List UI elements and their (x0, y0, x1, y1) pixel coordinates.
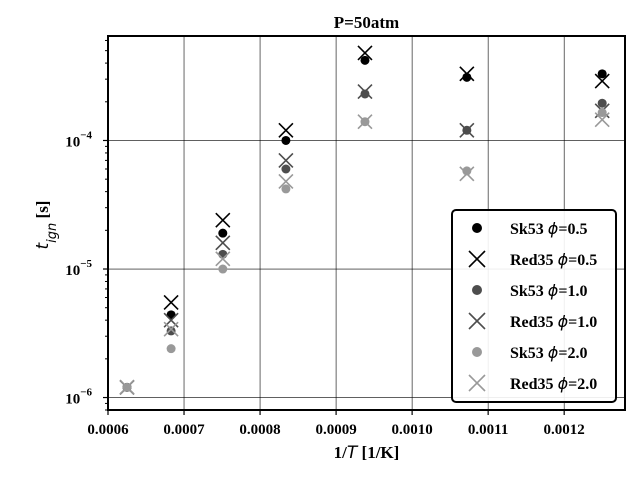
data-point (594, 73, 610, 89)
legend-marker-stroke (468, 250, 486, 268)
data-point-stroke (357, 114, 373, 130)
data-point (594, 112, 610, 128)
data-point-stroke (459, 166, 475, 182)
legend-label: Sk53 ϕ=2.0 (510, 343, 587, 362)
data-point-stroke (459, 122, 475, 138)
x-axis-title-var: T (347, 443, 359, 463)
x-tick-label: 0.0009 (315, 422, 356, 438)
y-axis-title-var: t (33, 241, 53, 249)
x-tick-label: 0.0007 (163, 422, 205, 438)
data-point (597, 98, 607, 108)
legend-marker-stroke (468, 312, 486, 330)
legend-label: Red35 ϕ=0.5 (510, 250, 597, 269)
data-point (163, 321, 179, 337)
data-point (459, 122, 475, 138)
x-axis-title-prefix: 1/ (334, 443, 348, 462)
chart-title: P=50atm (334, 13, 399, 32)
y-axis-title: tign [s] (33, 201, 60, 250)
ticks: 0.0006 0.0007 0.0008 0.0009 0.0010 0.0011 0.00… (65, 39, 585, 438)
legend-marker (468, 250, 486, 268)
data-point (357, 45, 373, 61)
data-point (218, 264, 228, 274)
legend-marker-stroke (468, 374, 486, 392)
data-point-stroke (357, 45, 373, 61)
data-point-stroke (278, 152, 294, 168)
data-point (462, 166, 472, 176)
legend-marker (468, 374, 486, 392)
x-axis-title-suffix: [1/K] (357, 443, 399, 462)
legend-marker (472, 223, 482, 233)
data-point-stroke (215, 212, 231, 228)
data-point-stroke (215, 251, 231, 267)
x-tick-label: 0.0006 (87, 422, 129, 438)
data-point (215, 212, 231, 228)
data-point (163, 294, 179, 310)
legend-label: Sk53 ϕ=1.0 (510, 281, 587, 300)
data-point-stroke (357, 84, 373, 100)
legend-marker (472, 285, 482, 295)
data-point (357, 84, 373, 100)
data-point (215, 251, 231, 267)
legend: Sk53 ϕ=0.5 Red35 ϕ=0.5 Sk53 ϕ=1.0 Red35 ϕ=1… (451, 209, 617, 403)
data-point (278, 152, 294, 168)
legend-marker (472, 347, 482, 357)
x-tick-label: 0.0010 (391, 422, 432, 438)
data-point (459, 66, 475, 82)
legend-frame (451, 209, 617, 403)
plot-frame (107, 35, 626, 411)
x-tick-label: 0.0008 (239, 422, 280, 438)
y-axis-title-sub: ign (45, 223, 60, 243)
data-point (166, 344, 176, 354)
x-tick-label: 0.0011 (468, 422, 508, 438)
data-point (119, 379, 135, 395)
data-point (218, 228, 228, 238)
y-tick-label: 10−4 (65, 129, 92, 150)
data-point (278, 122, 294, 138)
data-point (459, 166, 475, 182)
legend-label: Sk53 ϕ=0.5 (510, 219, 587, 238)
data-point (357, 114, 373, 130)
y-tick-label: 10−5 (65, 258, 92, 279)
data-point-stroke (594, 73, 610, 89)
data-point (281, 135, 291, 145)
data-point (281, 164, 291, 174)
legend-marker (468, 312, 486, 330)
data-point (360, 55, 370, 65)
data-point (360, 89, 370, 99)
data-point (166, 326, 176, 336)
data-point-stroke (278, 122, 294, 138)
data-point-stroke (594, 112, 610, 128)
y-axis-title-suffix: [s] (33, 201, 52, 223)
y-tick-label: 10−6 (65, 387, 92, 408)
x-axis-title: 1/T [1/K] (334, 443, 400, 463)
data-points (119, 45, 610, 395)
x-tick-label: 0.0012 (544, 422, 585, 438)
legend-label: Red35 ϕ=1.0 (510, 312, 597, 331)
data-point (597, 108, 607, 118)
data-point-stroke (119, 379, 135, 395)
data-point (215, 235, 231, 251)
data-point (278, 173, 294, 190)
data-point (281, 184, 291, 194)
data-point (597, 69, 607, 79)
data-point-stroke (459, 66, 475, 82)
legend-label: Red35 ϕ=2.0 (510, 374, 597, 393)
data-point (218, 249, 228, 259)
data-point-stroke (278, 173, 294, 190)
data-point-stroke (163, 321, 179, 337)
data-point-stroke (163, 294, 179, 310)
data-point-stroke (215, 235, 231, 251)
